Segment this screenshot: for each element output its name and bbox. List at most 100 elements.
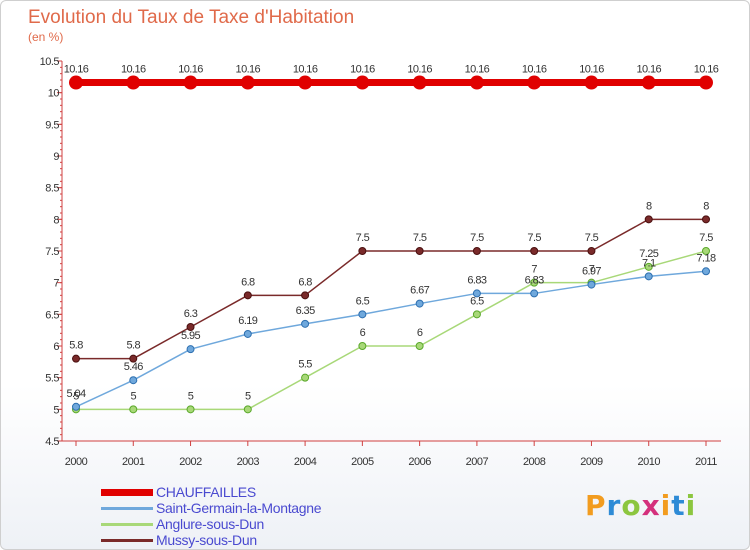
data-label: 10.16	[636, 64, 661, 76]
data-label: 10.16	[121, 64, 146, 76]
data-point	[415, 247, 424, 255]
data-point	[584, 75, 599, 90]
x-tick-label: 2003	[237, 456, 260, 468]
data-label: 6.97	[582, 266, 601, 278]
logo-letter: i	[685, 489, 697, 522]
data-point	[186, 405, 195, 414]
data-point	[702, 267, 710, 276]
data-label: 7.1	[642, 257, 656, 269]
chart-title: Evolution du Taux de Taxe d'Habitation	[28, 7, 355, 28]
y-tick-label: 9.5	[45, 119, 59, 131]
series-line-3	[76, 218, 706, 360]
data-label: 5.95	[181, 330, 200, 342]
legend-swatch	[101, 523, 153, 526]
data-point	[472, 310, 481, 319]
data-label: 10.16	[694, 64, 719, 76]
data-label: 6.83	[525, 274, 544, 286]
x-tick-label: 2007	[466, 456, 489, 468]
data-point	[129, 354, 138, 363]
data-label: 8	[703, 200, 709, 212]
data-point	[472, 247, 481, 255]
data-point	[644, 272, 653, 281]
y-tick-label: 9	[53, 151, 59, 163]
data-label: 8	[646, 200, 652, 212]
data-point	[301, 373, 310, 382]
data-point	[69, 75, 83, 90]
legend-label: Saint-Germain-la-Montagne	[156, 500, 322, 516]
data-point	[186, 323, 195, 331]
data-label: 6.83	[467, 274, 486, 286]
data-point	[72, 354, 80, 363]
y-tick-label: 8.5	[45, 183, 59, 195]
data-point	[415, 299, 424, 308]
data-label: 7	[531, 264, 537, 276]
legend-swatch	[101, 507, 153, 510]
data-point	[702, 247, 710, 255]
data-label: 6.35	[296, 305, 315, 317]
data-label: 10.16	[579, 64, 604, 76]
data-point	[472, 289, 481, 298]
data-label: 6.3	[184, 308, 198, 320]
data-label: 10.16	[236, 64, 261, 76]
x-tick-label: 2011	[695, 456, 717, 468]
proxiti-logo: Proxiti	[585, 489, 696, 522]
legend-label: Anglure-sous-Dun	[156, 516, 265, 532]
data-label: 6	[360, 327, 366, 339]
data-label: 5.5	[298, 359, 312, 371]
data-point	[641, 75, 656, 90]
data-point	[355, 75, 370, 90]
data-label: 5.46	[124, 361, 143, 373]
data-label: 5.8	[69, 340, 83, 352]
data-point	[243, 329, 252, 338]
data-point	[301, 319, 310, 328]
legend-label: Mussy-sous-Dun	[156, 532, 257, 548]
logo-letter: t	[671, 489, 686, 522]
data-label: 10.16	[293, 64, 318, 76]
data-point	[644, 215, 653, 224]
y-tick-label: 7	[53, 278, 59, 290]
y-tick-label: 5	[53, 404, 59, 416]
data-label: 6	[417, 327, 423, 339]
logo-letter: i	[660, 489, 672, 522]
data-point	[186, 345, 195, 354]
data-point	[72, 402, 80, 411]
x-tick-label: 2006	[408, 456, 431, 468]
y-tick-label: 7.5	[45, 246, 59, 258]
data-label: 7.5	[585, 232, 599, 244]
data-label: 6.8	[241, 276, 255, 288]
data-label: 5.8	[127, 340, 141, 352]
legend-label: CHAUFFAILLES	[156, 484, 256, 500]
data-point	[587, 280, 596, 289]
data-label: 6.5	[356, 295, 370, 307]
y-tick-label: 10.5	[40, 56, 60, 68]
data-label: 7.25	[639, 248, 658, 260]
data-point	[412, 75, 427, 90]
series-line-2	[76, 250, 707, 411]
x-tick-label: 2010	[637, 456, 660, 468]
data-label: 6.67	[410, 285, 429, 297]
data-point	[358, 342, 367, 350]
logo-letter: x	[641, 489, 661, 522]
data-label: 5	[188, 390, 194, 402]
data-point	[298, 75, 313, 90]
x-tick-label: 2008	[523, 456, 546, 468]
data-point	[530, 289, 539, 298]
data-label: 7.5	[413, 232, 427, 244]
x-tick-label: 2001	[122, 456, 145, 468]
data-label: 5	[73, 390, 79, 402]
data-label: 5.04	[66, 388, 85, 400]
data-point	[129, 376, 138, 385]
data-label: 7.18	[696, 252, 715, 264]
data-label: 7.5	[699, 232, 713, 244]
data-label: 10.16	[522, 64, 547, 76]
x-tick-label: 2005	[351, 456, 374, 468]
data-label: 6.5	[470, 295, 484, 307]
data-label: 10.16	[465, 64, 490, 76]
data-point	[129, 405, 138, 414]
y-tick-label: 6	[53, 341, 59, 353]
y-tick-label: 4.5	[45, 436, 59, 448]
y-tick-label: 6.5	[45, 309, 59, 321]
x-tick-label: 2000	[65, 456, 88, 468]
x-tick-label: 2002	[179, 456, 202, 468]
y-tick-label: 5.5	[45, 373, 59, 385]
